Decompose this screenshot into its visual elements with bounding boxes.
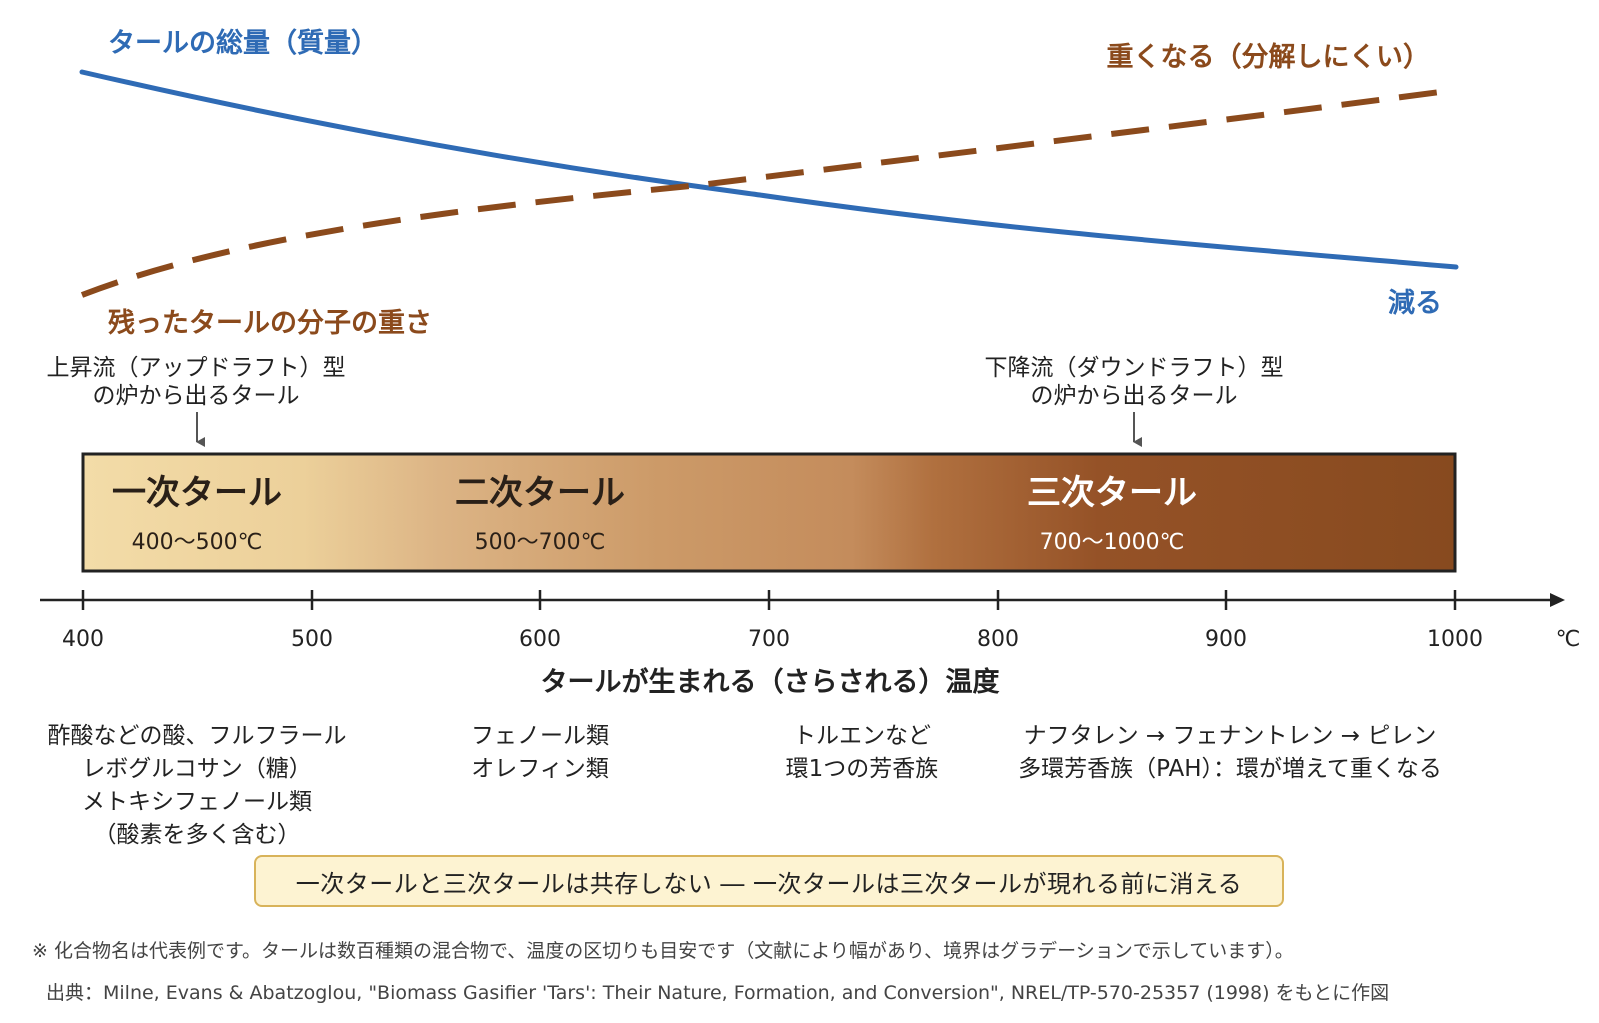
tick-label-600: 600 — [519, 627, 561, 652]
tertiary-compounds: ナフタレン → フェナントレン → ピレン 多環芳香族（PAH）：環が増えて重く… — [1018, 723, 1442, 782]
primary-compounds: 酢酸などの酸、フルフラール レボグルコサン（糖） メトキシフェノール類 （酸素を… — [48, 723, 347, 848]
updraft-label-line1: 上昇流（アップドラフト）型 — [47, 355, 346, 381]
secondary-band-range: 500〜700℃ — [475, 530, 606, 555]
tick-label-1000: 1000 — [1427, 627, 1483, 652]
tick-label-400: 400 — [62, 627, 104, 652]
downdraft-label-line2: の炉から出るタール — [1031, 383, 1238, 409]
tar-band — [81, 452, 1457, 573]
coexistence-note: 一次タールと三次タールは共存しない ― 一次タールは三次タールが現れる前に消える — [254, 855, 1284, 907]
primary-compound-3: メトキシフェノール類 — [82, 789, 312, 815]
secondary-compound-1: フェノール類 — [471, 723, 609, 749]
molecule-weight-curve — [80, 89, 1441, 298]
secondary-band-title: 二次タール — [455, 473, 625, 513]
primary-compound-4: （酸素を多く含む） — [94, 822, 301, 848]
primary-compound-1: 酢酸などの酸、フルフラール — [48, 723, 347, 749]
downdraft-label-line1: 下降流（ダウンドラフト）型 — [985, 355, 1284, 381]
primary-band-range: 400〜500℃ — [132, 530, 263, 555]
tertiary-compound-1: ナフタレン → フェナントレン → ピレン — [1024, 723, 1437, 749]
tick-label-700: 700 — [748, 627, 790, 652]
aromatic-compound-1: トルエンなど — [793, 723, 931, 749]
tick-label-800: 800 — [977, 627, 1019, 652]
secondary-compounds: フェノール類 オレフィン類 — [471, 723, 609, 782]
axis-arrowhead — [1550, 593, 1565, 607]
primary-compound-2: レボグルコサン（糖） — [82, 756, 312, 782]
aromatic-compounds: トルエンなど 環1つの芳香族 — [786, 723, 939, 782]
molecule-weight-end-label: 重くなる（分解しにくい） — [1107, 42, 1430, 73]
secondary-compound-2: オレフィン類 — [471, 756, 609, 782]
tertiary-band-range: 700〜1000℃ — [1040, 530, 1185, 555]
tar-total-curve — [79, 69, 1459, 270]
primary-band-title: 一次タール — [112, 473, 282, 513]
tar-total-label: タールの総量（質量） — [108, 27, 378, 59]
tick-label-900: 900 — [1205, 627, 1247, 652]
tertiary-band-title: 三次タール — [1027, 473, 1197, 513]
axis-title: タールが生まれる（さらされる）温度 — [541, 666, 1000, 698]
coexistence-note-text: 一次タールと三次タールは共存しない ― 一次タールは三次タールが現れる前に消える — [295, 869, 1243, 898]
remark-footnote: ※ 化合物名は代表例です。タールは数百種類の混合物で、温度の区切りも目安です（文… — [32, 940, 1294, 962]
molecule-weight-label: 残ったタールの分子の重さ — [108, 308, 432, 339]
axis-ticks — [81, 590, 1457, 610]
tar-total-end-label: 減る — [1388, 288, 1442, 319]
tick-label-500: 500 — [291, 627, 333, 652]
aromatic-compound-2: 環1つの芳香族 — [786, 756, 939, 782]
source-footnote: 出典：Milne, Evans & Abatzoglou, "Biomass G… — [46, 982, 1390, 1004]
axis-unit: ℃ — [1556, 627, 1581, 652]
tertiary-compound-2: 多環芳香族（PAH）：環が増えて重くなる — [1018, 756, 1442, 782]
updraft-label-line2: の炉から出るタール — [93, 383, 300, 409]
